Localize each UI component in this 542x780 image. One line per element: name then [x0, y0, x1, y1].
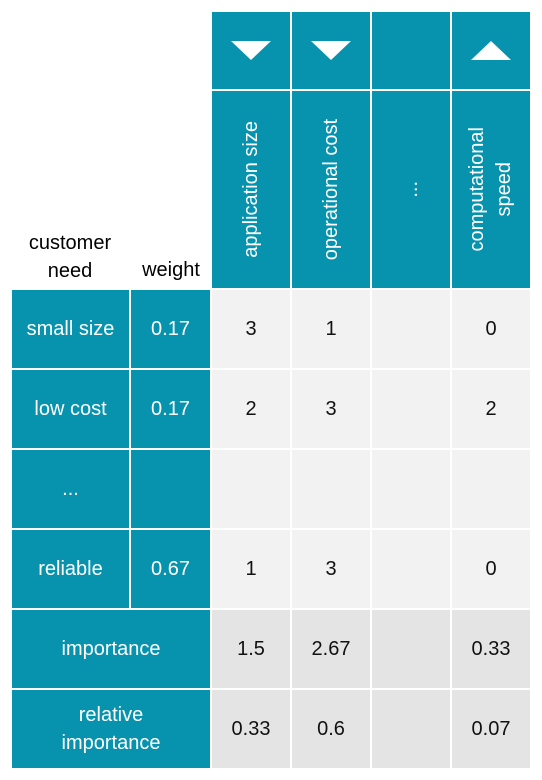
need-weight: 0.17	[131, 370, 210, 448]
relationship-value: 3	[292, 530, 370, 608]
characteristic-label: ...	[399, 181, 422, 198]
characteristic-label: operational cost	[319, 118, 342, 261]
characteristic-header-2: operational cost	[292, 91, 370, 288]
relationship-value	[372, 530, 450, 608]
relative-importance-label: relative importance	[12, 690, 210, 768]
relationship-value: 3	[212, 290, 290, 368]
customer-need-header: customer need	[28, 232, 112, 282]
relationship-value	[372, 450, 450, 528]
direction-cell-3	[372, 12, 450, 89]
importance-value: 1.5	[212, 610, 290, 688]
need-name: small size	[12, 290, 129, 368]
relationship-value	[372, 290, 450, 368]
relationship-value	[212, 450, 290, 528]
importance-value: 0.33	[452, 610, 530, 688]
need-name: ...	[12, 450, 129, 528]
relationship-value: 1	[212, 530, 290, 608]
relative-importance-value: 0.07	[452, 690, 530, 768]
relationship-value	[452, 450, 530, 528]
characteristic-label: application size	[239, 121, 262, 258]
need-name: reliable	[12, 530, 129, 608]
relationship-value: 0	[452, 530, 530, 608]
relationship-value: 3	[292, 370, 370, 448]
direction-cell-1	[212, 12, 290, 89]
direction-cell-2	[292, 12, 370, 89]
characteristic-header-4: computational speed	[452, 91, 530, 288]
characteristic-header-3: ...	[372, 91, 450, 288]
importance-label: importance	[12, 610, 210, 688]
need-weight: 0.67	[131, 530, 210, 608]
direction-cell-4	[452, 12, 530, 89]
importance-value	[372, 610, 450, 688]
relationship-value: 2	[212, 370, 290, 448]
importance-value: 2.67	[292, 610, 370, 688]
need-weight: 0.17	[131, 290, 210, 368]
minimize-arrow-icon	[311, 41, 351, 60]
maximize-arrow-icon	[471, 41, 511, 60]
relationship-value	[372, 370, 450, 448]
relative-importance-value: 0.33	[212, 690, 290, 768]
relationship-value: 1	[292, 290, 370, 368]
minimize-arrow-icon	[231, 41, 271, 60]
relationship-value: 0	[452, 290, 530, 368]
relative-importance-value	[372, 690, 450, 768]
characteristic-label: computational speed	[466, 127, 515, 252]
need-name: low cost	[12, 370, 129, 448]
relative-importance-value: 0.6	[292, 690, 370, 768]
relationship-value	[292, 450, 370, 528]
need-weight	[131, 450, 210, 528]
relationship-value: 2	[452, 370, 530, 448]
characteristic-header-1: application size	[212, 91, 290, 288]
weight-header: weight	[142, 259, 200, 281]
